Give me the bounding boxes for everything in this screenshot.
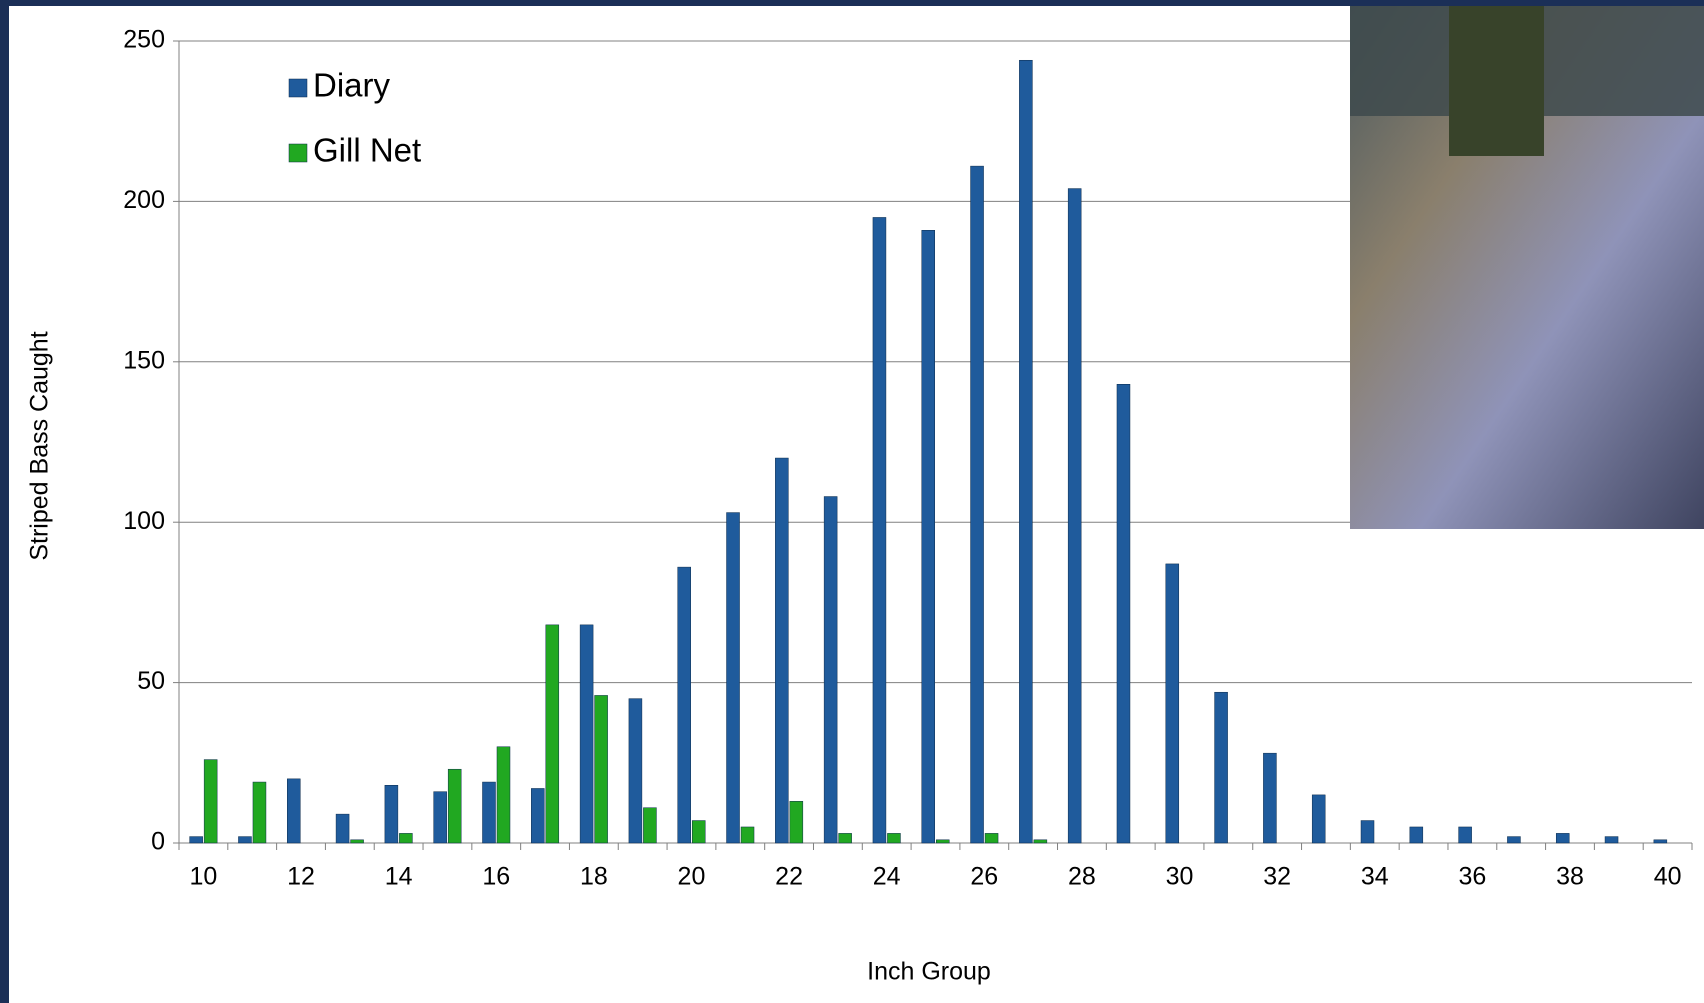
bar — [984, 833, 999, 844]
bar — [775, 457, 789, 844]
bar — [496, 746, 511, 844]
bar — [677, 566, 691, 844]
bar — [1555, 833, 1570, 844]
bar — [643, 807, 657, 844]
bar — [252, 781, 267, 844]
y-tick-label: 150 — [123, 346, 165, 374]
bar — [691, 820, 706, 844]
y-tick-label: 250 — [123, 26, 165, 54]
bar — [628, 698, 643, 844]
y-tick-label: 100 — [123, 507, 165, 535]
bar — [1507, 836, 1521, 844]
bar — [350, 839, 364, 844]
bar — [740, 826, 755, 844]
x-tick-label: 14 — [385, 863, 413, 891]
legend-label: Diary — [313, 67, 391, 104]
x-tick-label: 40 — [1654, 863, 1682, 891]
x-tick-label: 32 — [1263, 863, 1291, 891]
bar — [594, 695, 608, 844]
bar — [887, 833, 901, 844]
x-tick-label: 16 — [482, 863, 510, 891]
legend-label: Gill Net — [313, 132, 421, 169]
bar — [726, 512, 740, 844]
bar — [1653, 839, 1668, 844]
bar — [447, 768, 462, 844]
bar — [1116, 384, 1131, 844]
bar — [838, 833, 852, 844]
x-tick-label: 20 — [678, 863, 706, 891]
bar — [1360, 820, 1375, 844]
bar — [1263, 752, 1277, 844]
bar — [970, 165, 984, 844]
legend-swatch — [288, 78, 308, 98]
x-tick-label: 22 — [775, 863, 803, 891]
bar — [287, 778, 301, 844]
bar — [238, 836, 252, 844]
y-tick-label: 0 — [151, 828, 165, 856]
bar — [335, 813, 350, 844]
bar — [872, 217, 887, 844]
bar — [545, 624, 560, 844]
x-tick-label: 24 — [873, 863, 901, 891]
bar — [823, 496, 838, 844]
bar — [384, 785, 399, 844]
bar — [433, 791, 447, 844]
x-tick-label: 30 — [1166, 863, 1194, 891]
bar — [1458, 826, 1472, 844]
x-tick-label: 26 — [970, 863, 998, 891]
x-tick-label: 10 — [189, 863, 217, 891]
x-tick-label: 36 — [1458, 863, 1486, 891]
bar — [189, 836, 203, 844]
bar — [1409, 826, 1424, 844]
bar — [1214, 691, 1228, 844]
x-tick-label: 12 — [287, 863, 315, 891]
chart: Striped Bass Caught Inch Group 0 50 100 150… — [9, 6, 1704, 1003]
bar — [531, 788, 545, 844]
bar — [789, 801, 804, 844]
bar — [482, 781, 496, 844]
bar — [921, 230, 935, 844]
bar — [1019, 59, 1033, 844]
photo-legs — [1449, 6, 1544, 156]
bar — [1033, 839, 1048, 844]
bar — [1067, 188, 1082, 844]
x-tick-label: 38 — [1556, 863, 1584, 891]
x-tick-label: 34 — [1361, 863, 1389, 891]
x-axis-title: Inch Group — [867, 958, 991, 986]
y-axis-title: Striped Bass Caught — [26, 331, 54, 560]
bar — [203, 759, 218, 844]
bar — [399, 833, 413, 844]
legend-swatch — [288, 143, 308, 163]
y-tick-label: 200 — [123, 186, 165, 214]
bar — [936, 839, 950, 844]
x-tick-label: 18 — [580, 863, 608, 891]
bar — [1604, 836, 1619, 844]
x-tick-label: 28 — [1068, 863, 1096, 891]
bar — [1165, 563, 1180, 844]
bar — [579, 624, 594, 844]
bar — [1311, 794, 1326, 844]
y-tick-label: 50 — [137, 667, 165, 695]
